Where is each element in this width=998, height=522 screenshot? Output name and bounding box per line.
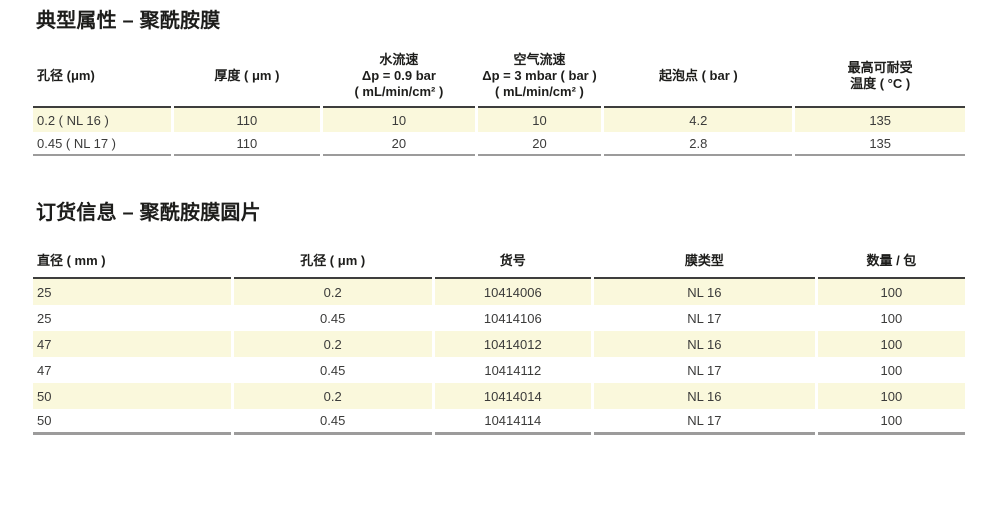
table-cell: 135 xyxy=(795,108,965,132)
table-cell: 100 xyxy=(817,279,965,305)
typical-properties-table: 孔径 (μm) 厚度 ( μm ) 水流速 Δp = 0.9 bar ( mL/mi… xyxy=(30,48,968,156)
table-cell: 10414114 xyxy=(434,409,591,435)
table-cell: 47 xyxy=(33,331,231,357)
table-cell: 0.45 xyxy=(320,362,346,378)
table-cell: 0.45 xyxy=(233,409,432,435)
table-cell: 20 xyxy=(323,132,475,156)
column-header: 空气流速 Δp = 3 mbar ( bar ) ( mL/min/cm² ) xyxy=(477,48,602,108)
table-row: 0.45 ( NL 17 ) 110 20 20 2.8 135 xyxy=(33,132,965,156)
table-cell: 47 xyxy=(37,362,52,378)
table-cell: NL 17 xyxy=(593,409,815,435)
table-cell: 10414006 xyxy=(434,279,591,305)
datasheet-page: 典型属性 – 聚酰胺膜 孔径 (μm) 厚度 ( μm ) 水流速 Δp = 0.9… xyxy=(0,8,998,435)
table-cell: 0.2 ( NL 16 ) xyxy=(33,108,171,132)
table-row: 47 0.45 10414112 NL 17 100 xyxy=(33,357,965,383)
table-cell: 100 xyxy=(817,331,965,357)
table-cell: 10 xyxy=(477,108,602,132)
table-cell: 10414106 xyxy=(483,310,542,326)
column-header: 数量 / 包 xyxy=(817,248,965,279)
table-cell: 25 xyxy=(37,310,52,326)
table-cell: 100 xyxy=(880,362,903,378)
table-row: 50 0.2 10414014 NL 16 100 xyxy=(33,383,965,409)
table-cell: NL 16 xyxy=(593,331,815,357)
table-cell: 25 xyxy=(33,279,231,305)
table-cell: NL 16 xyxy=(593,279,815,305)
table-row: 25 0.45 10414106 NL 17 100 xyxy=(33,305,965,331)
table-cell: 20 xyxy=(477,132,602,156)
column-header: 直径 ( mm ) xyxy=(33,248,231,279)
table-cell: 4.2 xyxy=(604,108,793,132)
header-row: 孔径 (μm) 厚度 ( μm ) 水流速 Δp = 0.9 bar ( mL/mi… xyxy=(33,48,965,108)
table-cell: NL 17 xyxy=(687,310,722,326)
table-row: 25 0.2 10414006 NL 16 100 xyxy=(33,279,965,305)
table-cell: 0.2 xyxy=(233,279,432,305)
column-header: 孔径 ( μm ) xyxy=(233,248,432,279)
column-header: 最高可耐受 温度 ( °C ) xyxy=(795,48,965,108)
table-cell: 135 xyxy=(795,132,965,156)
table-cell: 100 xyxy=(817,383,965,409)
column-header: 起泡点 ( bar ) xyxy=(604,48,793,108)
table-cell: 100 xyxy=(880,310,903,326)
table-cell: 0.45 xyxy=(320,310,346,326)
table-cell: 0.2 xyxy=(233,383,432,409)
column-header: 膜类型 xyxy=(593,248,815,279)
table-cell: 10414112 xyxy=(484,362,542,378)
table-cell: 110 xyxy=(173,132,321,156)
ordering-info-title: 订货信息 – 聚酰胺膜圆片 xyxy=(36,202,261,224)
table-cell: 10 xyxy=(323,108,475,132)
table-row: 47 0.2 10414012 NL 16 100 xyxy=(33,331,965,357)
ordering-info-table: 直径 ( mm ) 孔径 ( μm ) 货号 膜类型 数量 / 包 25 0.2 104140… xyxy=(30,248,968,435)
typical-properties-title: 典型属性 – 聚酰胺膜 xyxy=(36,10,221,32)
table-row: 50 0.45 10414114 NL 17 100 xyxy=(33,409,965,435)
table-cell: 2.8 xyxy=(604,132,793,156)
column-header: 水流速 Δp = 0.9 bar ( mL/min/cm² ) xyxy=(323,48,475,108)
table-cell: NL 17 xyxy=(687,362,722,378)
table-cell: 100 xyxy=(817,409,965,435)
column-header: 孔径 (μm) xyxy=(33,48,171,108)
table-row: 0.2 ( NL 16 ) 110 10 10 4.2 135 xyxy=(33,108,965,132)
column-header: 厚度 ( μm ) xyxy=(173,48,321,108)
table-cell: NL 16 xyxy=(593,383,815,409)
table-cell: 50 xyxy=(33,383,231,409)
table-cell: 10414012 xyxy=(434,331,591,357)
table-cell: 0.2 xyxy=(233,331,432,357)
header-row: 直径 ( mm ) 孔径 ( μm ) 货号 膜类型 数量 / 包 xyxy=(33,248,965,279)
table-cell: 10414014 xyxy=(434,383,591,409)
column-header: 货号 xyxy=(434,248,591,279)
table-cell: 50 xyxy=(33,409,231,435)
table-cell: 110 xyxy=(173,108,321,132)
table-cell: 0.45 ( NL 17 ) xyxy=(33,132,171,156)
